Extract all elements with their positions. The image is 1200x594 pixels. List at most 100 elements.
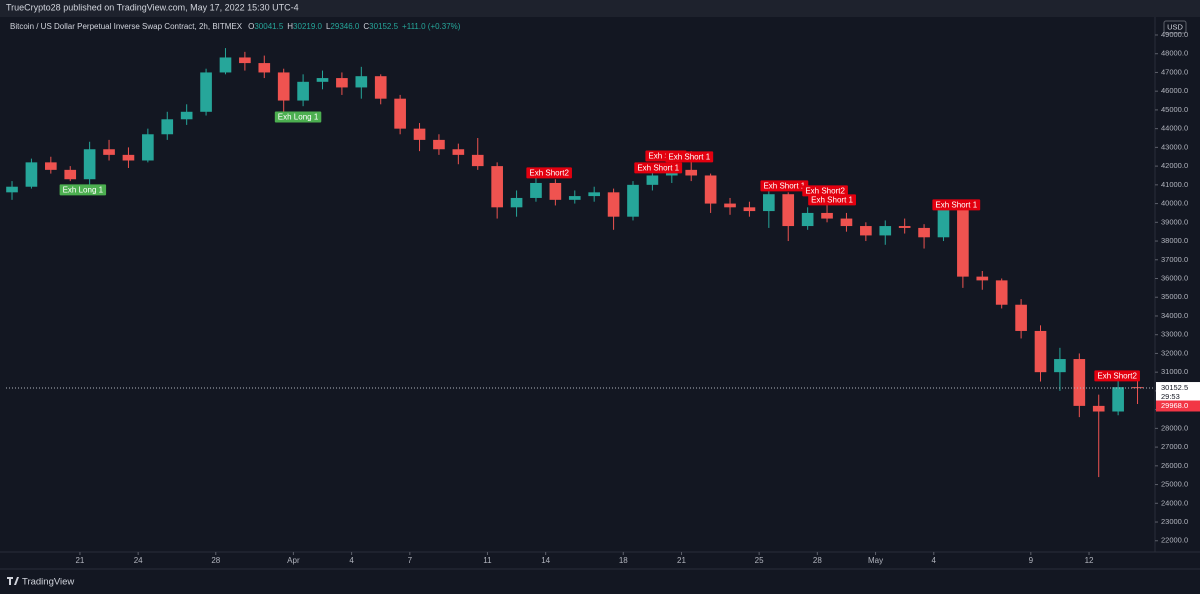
- signal-box: [274, 111, 322, 123]
- y-tick-label: 28000.0: [1161, 423, 1188, 432]
- signal-text: Exh Short 1: [935, 200, 977, 209]
- ohlc-value: 30219.0: [293, 22, 322, 31]
- candle-body: [297, 81, 309, 101]
- y-tick-label: 45000.0: [1161, 105, 1188, 114]
- y-tick-label: 41000.0: [1161, 180, 1188, 189]
- x-tick-label: Apr: [287, 556, 300, 565]
- candle-body: [452, 149, 465, 155]
- signal-text: Exh Long 1: [278, 113, 319, 122]
- marker-price-label: 29968.0: [1161, 401, 1188, 410]
- signal-box: [665, 151, 714, 163]
- y-tick-label: 44000.0: [1161, 124, 1188, 133]
- candle-body: [200, 72, 212, 112]
- candle-body: [743, 207, 756, 212]
- candle-body: [258, 63, 271, 73]
- x-tick-label: 7: [408, 556, 413, 565]
- signal-box: [59, 184, 107, 196]
- candle-body: [627, 184, 639, 217]
- candle-body: [25, 162, 38, 187]
- signal-label: Exh Short2: [526, 167, 572, 179]
- candle-body: [6, 186, 18, 193]
- candle-body: [239, 57, 251, 64]
- last-price-label: 30152.5: [1161, 383, 1188, 392]
- candle-body: [1092, 405, 1105, 412]
- y-tick-label: 35000.0: [1161, 292, 1188, 301]
- signal-box: [526, 167, 572, 179]
- signal-box: [1094, 370, 1140, 382]
- countdown: 29:53: [1161, 392, 1180, 401]
- signal-label: Exh Short 1: [808, 194, 856, 206]
- candle-body: [1073, 359, 1086, 406]
- candle-body: [724, 203, 736, 208]
- ohlc-label: C: [363, 22, 369, 31]
- currency-box: [1163, 20, 1187, 34]
- candle-body: [471, 154, 484, 167]
- ohlc-value: 30152.5: [369, 22, 398, 31]
- candle-body: [142, 134, 154, 161]
- x-tick-label: 21: [677, 556, 686, 565]
- signal-label: Exh Long 1: [59, 184, 107, 196]
- signal-label: Exh Short2: [1094, 370, 1140, 382]
- signal-text: Exh Short 1: [637, 164, 679, 173]
- candle-body: [413, 128, 426, 140]
- y-tick-label: 23000.0: [1161, 517, 1188, 526]
- y-tick-label: 46000.0: [1161, 86, 1188, 95]
- signal-box: [932, 199, 981, 211]
- candle-body: [277, 72, 290, 101]
- candle-body: [957, 209, 969, 277]
- signal-box: [808, 194, 856, 206]
- candle-body: [122, 154, 135, 161]
- candle-body: [161, 119, 174, 135]
- chart-title: Bitcoin / US Dollar Perpetual Inverse Sw…: [10, 22, 243, 31]
- signal-label: Exh Short2: [802, 185, 848, 197]
- candle-body: [45, 162, 57, 170]
- x-tick-label: 12: [1085, 556, 1094, 565]
- candle-body: [491, 166, 503, 208]
- x-tick-label: 4: [349, 556, 354, 565]
- signal-text: Exh Short 1: [668, 153, 710, 162]
- candle-body: [685, 169, 698, 176]
- brand-logo: [7, 577, 19, 585]
- candle-body: [394, 98, 406, 129]
- y-tick-label: 33000.0: [1161, 330, 1188, 339]
- signal-text: Exh Short2: [805, 187, 845, 196]
- candle-body: [995, 280, 1008, 305]
- x-tick-label: 14: [541, 556, 550, 565]
- y-tick-label: 48000.0: [1161, 49, 1188, 58]
- x-tick-label: 28: [211, 556, 220, 565]
- candle-body: [588, 192, 601, 197]
- last-price-box: [1156, 382, 1200, 404]
- y-tick-label: 43000.0: [1161, 142, 1188, 151]
- candle-body: [879, 226, 892, 236]
- x-tick-label: 4: [932, 556, 937, 565]
- signal-label: Exh Short 1: [932, 199, 981, 211]
- candle-body: [530, 182, 542, 198]
- signal-text: Exh Short2: [529, 169, 569, 178]
- ohlc-label: L: [326, 22, 331, 31]
- candle-body: [103, 149, 115, 155]
- brand: TradingView: [22, 577, 74, 588]
- y-tick-label: 49000.0: [1161, 30, 1188, 39]
- candle-body: [64, 169, 77, 180]
- y-tick-label: 27000.0: [1161, 442, 1188, 451]
- candle-body: [704, 175, 717, 204]
- y-tick-label: 25000.0: [1161, 480, 1188, 489]
- signal-label: Exh Short 1: [760, 180, 809, 192]
- y-tick-label: 47000.0: [1161, 67, 1188, 76]
- y-tick-label: 39000.0: [1161, 217, 1188, 226]
- candle-body: [763, 194, 775, 212]
- x-tick-label: 24: [134, 556, 143, 565]
- candle-body: [1112, 387, 1124, 412]
- x-tick-label: 18: [619, 556, 628, 565]
- candle-body: [782, 194, 795, 227]
- currency: USD: [1167, 22, 1183, 31]
- candle-body: [607, 192, 620, 217]
- signal-label: Exh Short 1: [634, 162, 683, 174]
- y-tick-label: 40000.0: [1161, 199, 1188, 208]
- y-tick-label: 22000.0: [1161, 536, 1188, 545]
- candle-body: [821, 212, 833, 219]
- y-tick-label: 42000.0: [1161, 161, 1188, 170]
- candle-body: [898, 226, 911, 228]
